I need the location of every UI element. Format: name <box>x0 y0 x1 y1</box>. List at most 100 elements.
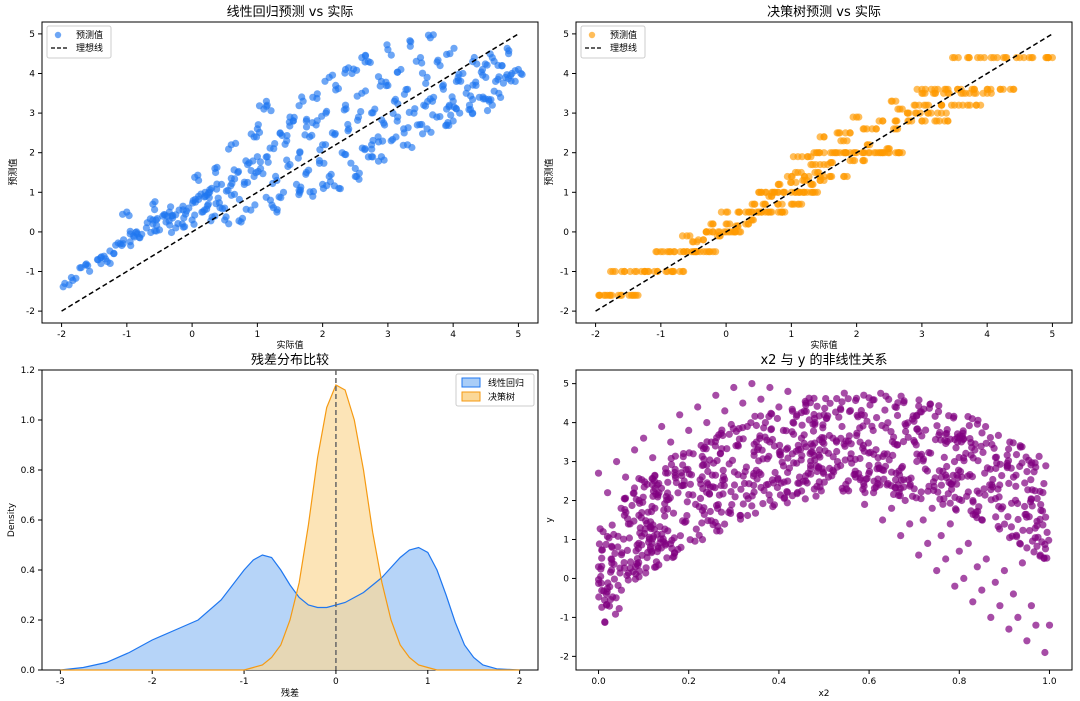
scatter-point <box>899 438 908 446</box>
scatter-point <box>1012 451 1021 459</box>
scatter-point <box>711 471 720 479</box>
scatter-point <box>256 158 264 166</box>
scatter-point <box>681 518 689 526</box>
scatter-point <box>353 66 361 74</box>
scatter-point <box>718 426 726 434</box>
scatter-point <box>893 411 902 420</box>
x-tick-label: 2 <box>854 330 860 340</box>
scatter-point <box>341 69 349 77</box>
y-tick-label: -2 <box>560 652 569 662</box>
scatter-point <box>974 54 982 62</box>
scatter-point <box>966 435 974 443</box>
scatter-point <box>714 501 722 509</box>
scatter-point <box>595 593 603 601</box>
scatter-point <box>298 93 306 101</box>
scatter-point <box>760 424 768 432</box>
scatter-point <box>864 439 873 447</box>
scatter-point <box>937 481 946 489</box>
scatter-point <box>267 107 275 115</box>
scatter-point <box>728 456 737 464</box>
scatter-point <box>783 172 792 181</box>
scatter-point <box>913 412 921 420</box>
scatter-point <box>967 451 975 459</box>
scatter-point <box>884 419 892 427</box>
legend-marker <box>54 31 62 39</box>
scatter-point <box>635 573 643 581</box>
scatter-point <box>934 488 942 496</box>
scatter-point <box>906 520 914 528</box>
scatter-point <box>393 68 401 76</box>
y-tick-label: 4 <box>29 69 35 79</box>
y-tick-label: 0 <box>29 228 35 238</box>
scatter-point <box>779 188 787 196</box>
y-tick-label: 0.0 <box>21 666 36 676</box>
scatter-point <box>833 395 841 403</box>
scatter-point <box>167 203 175 211</box>
scatter-point <box>839 487 847 495</box>
axis-ticks: -3 -2 -1 0 1 2 0.0 0.2 0.4 0.6 0.8 1.0 1.2 <box>21 366 523 687</box>
scatter-point <box>822 395 830 403</box>
scatter-point <box>252 169 260 177</box>
scatter-point <box>679 453 687 461</box>
scatter-point <box>750 451 758 459</box>
scatter-point <box>933 567 941 575</box>
legend: 线性回归 决策树 <box>455 373 535 407</box>
scatter-point <box>766 383 774 392</box>
panel-x2-vs-y: x2 与 y 的非线性关系 x2 y 0.0 0.2 0.4 0.6 0.8 1.0 -2 -… <box>545 352 1073 699</box>
scatter-point <box>807 465 815 473</box>
scatter-point <box>959 101 967 109</box>
scatter-point <box>1006 85 1015 93</box>
scatter-point <box>833 447 841 456</box>
scatter-point <box>791 168 800 177</box>
scatter-point <box>992 513 1000 521</box>
scatter-point <box>805 172 813 181</box>
scatter-point <box>821 404 829 412</box>
scatter-point <box>835 413 843 421</box>
ideal-line <box>61 33 519 312</box>
scatter-point <box>213 185 221 193</box>
scatter-point <box>797 168 805 177</box>
scatter-point <box>917 495 925 503</box>
scatter-point <box>825 431 834 440</box>
scatter-point <box>433 58 441 66</box>
scatter-point <box>953 480 961 488</box>
scatter-point <box>262 193 270 201</box>
scatter-point <box>667 454 675 463</box>
scatter-point <box>700 455 708 463</box>
y-tick-label: 5 <box>563 380 569 390</box>
legend: 预测值 理想线 <box>46 25 112 59</box>
scatter-point <box>1001 54 1010 62</box>
scatter-point <box>426 95 434 103</box>
scatter-point <box>907 474 915 482</box>
scatter-point <box>1012 54 1021 62</box>
scatter-point <box>450 44 458 52</box>
scatter-point <box>732 442 740 450</box>
scatter-point <box>888 468 896 476</box>
axis-ticks: -2 -1 0 1 2 3 4 5 -2 -1 0 1 2 3 4 5 <box>560 30 1055 340</box>
scatter-point <box>946 499 954 507</box>
scatter-point <box>1039 521 1047 529</box>
scatter-point <box>998 472 1006 480</box>
scatter-point <box>1037 501 1045 509</box>
scatter-point <box>406 42 414 50</box>
scatter-point <box>1005 625 1013 633</box>
scatter-point <box>1009 590 1018 598</box>
scatter-point <box>935 467 944 475</box>
x-tick-label: 4 <box>984 330 990 340</box>
scatter-point <box>919 516 927 524</box>
scatter-point <box>936 428 944 436</box>
scatter-point <box>987 54 995 62</box>
x-tick-label: 0.0 <box>591 677 606 687</box>
scatter-point <box>612 594 620 602</box>
scatter-point <box>765 491 773 499</box>
scatter-point <box>826 399 834 407</box>
scatter-point <box>1036 487 1044 496</box>
scatter-point <box>919 457 927 465</box>
scatter-point <box>621 506 629 514</box>
scatter-point <box>801 495 809 503</box>
scatter-point <box>759 455 767 463</box>
scatter-point <box>676 267 684 276</box>
scatter-point <box>1000 520 1009 528</box>
scatter-point <box>768 476 777 484</box>
scatter-point <box>308 131 316 139</box>
